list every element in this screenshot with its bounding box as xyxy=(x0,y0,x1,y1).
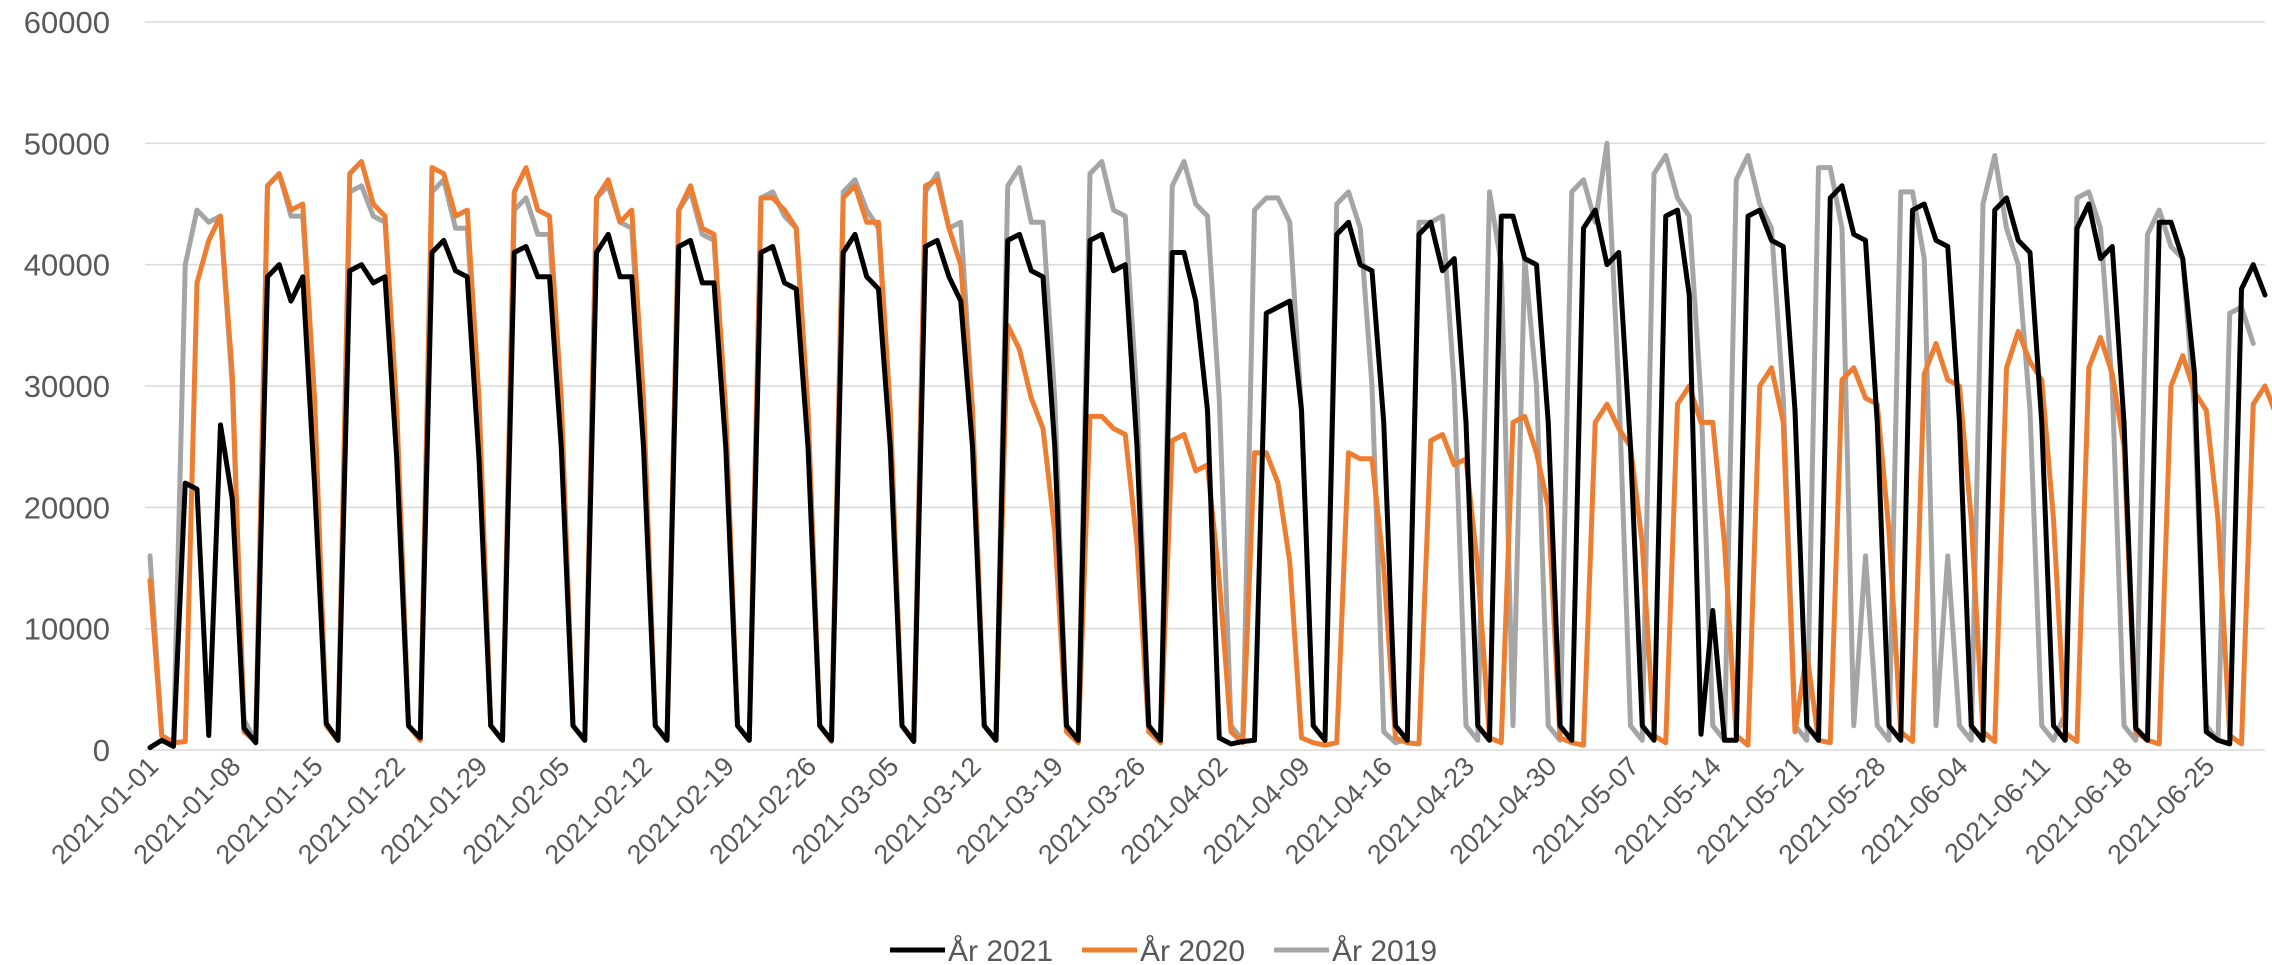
y-tick-label: 20000 xyxy=(24,490,110,525)
series-line-2019 xyxy=(147,140,2256,746)
legend-label-2021: År 2021 xyxy=(948,935,1053,965)
y-tick-label: 0 xyxy=(93,733,110,768)
y-tick-label: 30000 xyxy=(24,369,110,404)
legend-label-2019: År 2019 xyxy=(1332,935,1437,965)
y-tick-label: 50000 xyxy=(24,126,110,161)
series-lines xyxy=(147,140,2272,751)
series-line-2021 xyxy=(147,183,2268,751)
y-tick-label: 10000 xyxy=(24,612,110,647)
legend-item-2019: År 2019 xyxy=(1274,935,1437,965)
x-axis-tick-labels: 2021-01-012021-01-082021-01-152021-01-22… xyxy=(45,751,2220,870)
legend: År 2021 År 2020 År 2019 xyxy=(890,935,1437,965)
y-axis-tick-labels: 0 10000 20000 30000 40000 50000 60000 xyxy=(24,5,110,768)
legend-item-2021: År 2021 xyxy=(890,935,1053,965)
y-tick-label: 40000 xyxy=(24,248,110,283)
legend-item-2020: År 2020 xyxy=(1082,935,1245,965)
legend-label-2020: År 2020 xyxy=(1140,935,1245,965)
gridlines xyxy=(145,21,2265,751)
y-tick-label: 60000 xyxy=(24,5,110,40)
